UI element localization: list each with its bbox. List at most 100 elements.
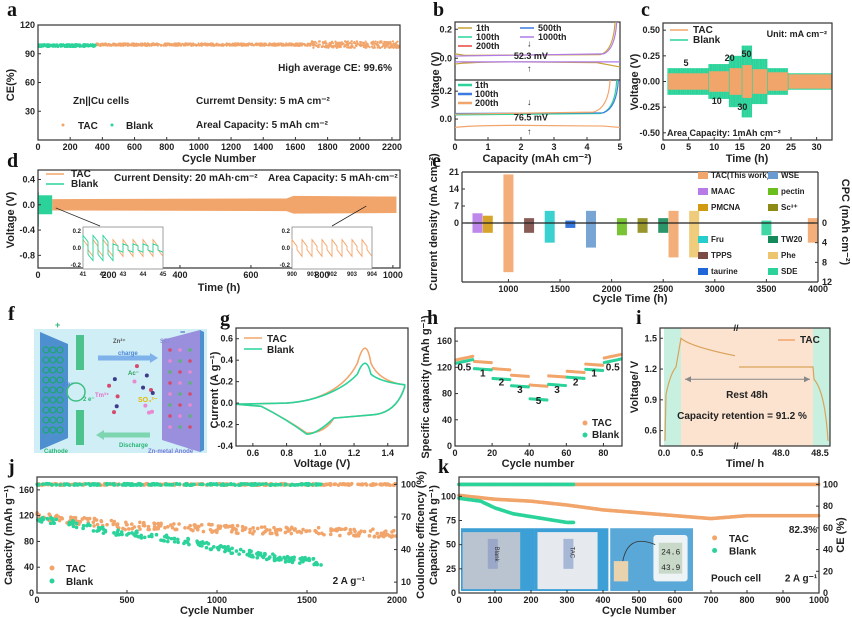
tac-point — [289, 43, 292, 46]
tac-capacity-point — [214, 530, 219, 535]
tac-capacity-point — [330, 528, 335, 532]
blank-capacity-point — [272, 554, 277, 558]
x-tick-label: 15 — [735, 142, 745, 152]
blank-ce-point — [264, 482, 268, 486]
tac-point — [334, 40, 337, 43]
blank-capacity-point — [150, 534, 154, 539]
annotation-retention: 82.3% — [789, 525, 817, 536]
panel-label-f: f — [8, 303, 15, 325]
blank-ce-point — [184, 483, 189, 488]
tac-point — [234, 44, 237, 47]
y-tick-label: 50 — [446, 540, 456, 550]
legend-tac-label: TAC — [66, 564, 86, 575]
tac-point — [314, 40, 317, 43]
legend-tac-marker — [61, 123, 65, 127]
tac-capacity-point — [169, 523, 173, 527]
annotation-current: 2 A g⁻¹ — [333, 576, 366, 587]
cathode-structure — [56, 416, 64, 424]
blank-trace — [38, 195, 53, 215]
blank-capacity-point — [45, 516, 49, 521]
x-tick-label: 1.2 — [348, 448, 361, 458]
electron-label-1: 2 e⁻ — [62, 382, 74, 388]
blank-capacity-point — [159, 538, 163, 542]
x-axis-label: Time (h) — [726, 153, 769, 165]
x-tick-label: 0 — [452, 142, 457, 152]
tac-trace — [729, 68, 743, 95]
tac-capacity-point — [304, 529, 308, 534]
blank-capacity-point — [164, 535, 169, 540]
plot-frame — [37, 169, 401, 269]
annotation-capacity: Area Capacity: 1mAh cm⁻² — [667, 128, 781, 138]
blank-capacity-point — [247, 548, 252, 553]
y-tick-label: 0.6 — [220, 334, 233, 344]
blank-capacity-point — [571, 520, 576, 525]
tac-capacity-point — [201, 529, 206, 534]
tac-capacity-point — [334, 527, 339, 531]
rate-label: 3 — [554, 385, 560, 396]
tac-trace — [742, 65, 753, 98]
y2-tick-label: 100 — [823, 479, 838, 489]
chart-d-long-cycling: 0 200 400 600 800 1000 0.4 0.0 -0.4 -0.8 Time (h) V… — [5, 169, 403, 294]
legend-label: SDE — [781, 267, 798, 276]
y-tick-label: 60 — [25, 78, 35, 88]
tm-ion-label: Tm³⁺ — [95, 392, 109, 399]
cathode-structure — [42, 396, 50, 404]
tac-capacity-point — [186, 526, 191, 530]
blank-point — [471, 358, 475, 362]
tac-capacity-point — [95, 522, 100, 527]
tac-capacity-point — [165, 524, 170, 529]
tac-capacity-point — [316, 531, 321, 536]
legend-blank-label: Blank — [126, 121, 154, 132]
tac-point — [361, 41, 364, 44]
tac-point — [354, 44, 358, 47]
tac-point — [159, 44, 163, 47]
tac-trace — [767, 72, 789, 91]
curve-discharge-top — [454, 61, 621, 68]
tac-capacity-point — [224, 523, 228, 528]
y-tick-label: 0.0 — [220, 398, 233, 408]
discharge-label: Discharge — [119, 443, 149, 449]
x-tick-label: 0 — [456, 595, 461, 605]
rate-label: 30 — [737, 102, 747, 112]
blank-capacity-point — [114, 533, 118, 537]
y-tick-label: 0.25 — [642, 51, 660, 61]
blank-ce-point — [222, 482, 226, 487]
blank-pouch-label — [487, 538, 498, 569]
blank-capacity-point — [74, 525, 79, 530]
rest-arrow-left-icon — [685, 376, 691, 383]
blank-ce-point — [310, 482, 314, 487]
y-tick-label: 0.6 — [644, 426, 657, 436]
tac-point — [389, 41, 392, 44]
y-tick-label: -0.2 — [217, 420, 233, 430]
voltage-curve-post-break — [739, 366, 829, 441]
y-tick-label: 75 — [446, 516, 456, 526]
tac-capacity-point — [37, 513, 42, 517]
blank-ce-point — [112, 483, 117, 487]
y-tick-label: 0.2 — [439, 86, 452, 96]
blank-point — [47, 45, 51, 48]
blank-capacity-point — [200, 540, 205, 544]
curve-1th-top — [454, 21, 616, 56]
blank-capacity-point — [195, 540, 200, 545]
thermometer-reading-1: 24.6 — [661, 548, 680, 557]
inset1-x-tick: 44 — [140, 272, 147, 278]
tac-capacity-point — [264, 528, 269, 533]
y-tick-label: 0.00 — [642, 77, 660, 87]
cathode-structure — [49, 356, 57, 364]
anode-ion — [168, 381, 172, 385]
anode-ion — [178, 403, 182, 407]
blank-capacity-point — [261, 555, 266, 560]
thermometer-reading-2: 43.9 — [661, 564, 680, 573]
tac-capacity-point — [391, 528, 396, 533]
blank-point — [600, 368, 605, 373]
tac-capacity-point — [313, 528, 318, 533]
tac-point — [274, 42, 277, 45]
tac-point — [390, 44, 393, 47]
annotation-rest: Rest 48h — [726, 390, 768, 401]
tac-capacity-point — [173, 527, 178, 532]
tac-capacity-point — [71, 515, 76, 520]
x-tick-label: 5 — [686, 142, 691, 152]
tac-point — [297, 44, 300, 47]
electrolyte-ion — [143, 403, 148, 408]
charge-arrowhead — [150, 353, 158, 363]
